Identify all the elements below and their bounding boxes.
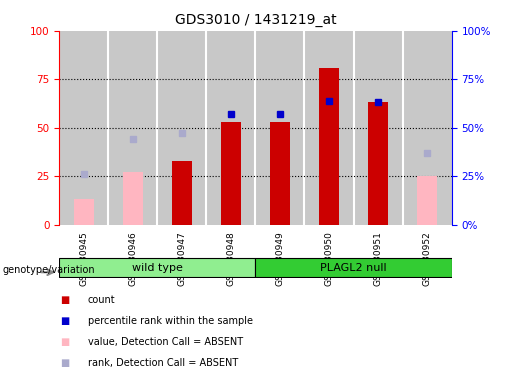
Bar <box>108 31 157 225</box>
Text: PLAGL2 null: PLAGL2 null <box>320 263 387 273</box>
Bar <box>255 258 452 277</box>
Bar <box>157 31 207 225</box>
Bar <box>59 31 108 225</box>
Bar <box>353 31 403 225</box>
Bar <box>403 31 452 225</box>
Text: value, Detection Call = ABSENT: value, Detection Call = ABSENT <box>88 337 243 347</box>
Bar <box>319 68 339 225</box>
Bar <box>172 161 192 225</box>
Title: GDS3010 / 1431219_at: GDS3010 / 1431219_at <box>175 13 336 27</box>
Text: wild type: wild type <box>132 263 183 273</box>
Text: ■: ■ <box>60 358 69 368</box>
Bar <box>304 31 353 225</box>
Text: ■: ■ <box>60 337 69 347</box>
Text: percentile rank within the sample: percentile rank within the sample <box>88 316 252 326</box>
Bar <box>221 122 241 225</box>
Bar <box>255 31 304 225</box>
Text: genotype/variation: genotype/variation <box>3 265 95 275</box>
Bar <box>74 199 94 225</box>
Text: count: count <box>88 295 115 305</box>
Text: ■: ■ <box>60 316 69 326</box>
Bar <box>368 103 388 225</box>
Bar <box>59 258 255 277</box>
Text: rank, Detection Call = ABSENT: rank, Detection Call = ABSENT <box>88 358 238 368</box>
Bar <box>417 176 437 225</box>
Bar <box>270 122 290 225</box>
Bar <box>207 31 255 225</box>
Text: ■: ■ <box>60 295 69 305</box>
Bar <box>123 172 143 225</box>
